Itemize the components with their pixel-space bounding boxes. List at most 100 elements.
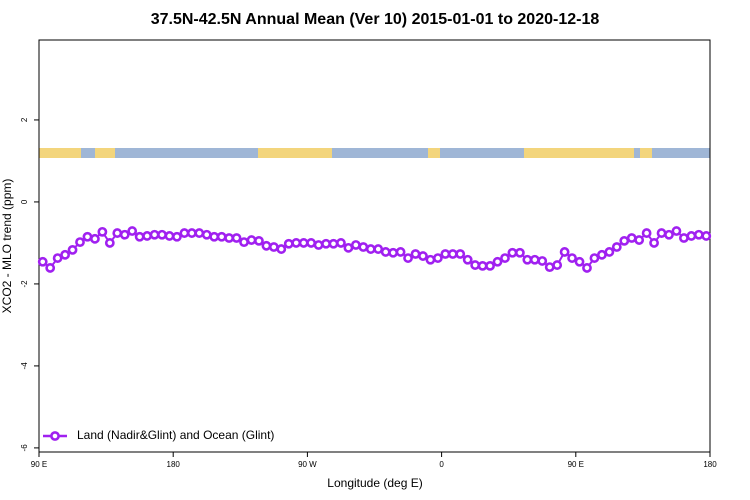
- data-point: [134, 231, 145, 242]
- y-axis-label: XCO2 - MLO trend (ppm): [0, 179, 14, 314]
- legend-label: Land (Nadir&Glint) and Ocean (Glint): [77, 428, 274, 442]
- data-point: [201, 229, 212, 240]
- data-point: [336, 238, 346, 248]
- data-point: [216, 231, 227, 242]
- data-point: [418, 251, 428, 261]
- data-point: [626, 233, 637, 243]
- data-point: [477, 260, 488, 271]
- data-point: [276, 244, 287, 254]
- data-point: [507, 247, 518, 258]
- data-point: [492, 256, 503, 267]
- data-point: [179, 228, 190, 238]
- data-point: [656, 228, 667, 238]
- data-point: [283, 238, 294, 249]
- data-point: [365, 244, 376, 254]
- data-point: [582, 263, 592, 273]
- data-point: [641, 228, 652, 238]
- data-point: [410, 249, 421, 259]
- x-tick-label: 0: [439, 460, 444, 469]
- data-point: [313, 240, 324, 250]
- data-point: [194, 228, 205, 238]
- data-point: [157, 229, 167, 240]
- data-point: [67, 244, 78, 255]
- data-point: [552, 260, 563, 270]
- y-tick-label: -6: [20, 444, 29, 452]
- legend-marker: [50, 431, 60, 441]
- land-ocean-strip: [39, 148, 710, 158]
- data-point: [529, 254, 540, 265]
- data-point: [149, 229, 160, 240]
- x-tick-label: 180: [703, 460, 717, 469]
- data-point: [246, 235, 257, 245]
- data-point: [440, 249, 451, 259]
- data-point: [693, 229, 704, 240]
- data-point: [611, 242, 622, 252]
- data-point: [172, 231, 182, 242]
- data-point: [239, 237, 249, 248]
- y-tick-label: 2: [20, 117, 29, 122]
- x-tick-label: 90 E: [31, 460, 47, 469]
- data-point: [604, 247, 615, 257]
- data-point: [321, 238, 331, 249]
- data-point: [268, 242, 279, 252]
- data-point: [403, 253, 413, 263]
- data-point: [544, 262, 555, 273]
- data-point: [306, 238, 317, 248]
- data-point: [45, 263, 56, 273]
- data-point: [447, 249, 458, 259]
- data-point: [119, 229, 130, 240]
- data-point: [350, 240, 361, 250]
- x-axis-label: Longitude (deg E): [327, 476, 422, 490]
- data-point: [679, 233, 689, 243]
- data-point: [395, 247, 406, 257]
- data-point: [671, 226, 682, 236]
- data-point: [358, 242, 369, 252]
- data-point: [559, 247, 570, 257]
- data-point: [567, 253, 577, 263]
- data-point: [261, 240, 272, 251]
- data-point: [209, 231, 220, 242]
- data-point: [388, 247, 399, 258]
- data-point: [224, 233, 235, 243]
- data-point: [514, 247, 525, 258]
- data-point: [432, 253, 443, 263]
- data-point: [522, 254, 533, 265]
- data-point: [291, 238, 302, 248]
- data-point: [485, 260, 495, 271]
- data-point: [701, 231, 712, 241]
- data-point: [455, 249, 466, 259]
- data-point: [254, 235, 264, 246]
- x-tick-label: 90 W: [298, 460, 317, 469]
- data-point: [343, 242, 354, 253]
- x-tick-label: 180: [167, 460, 181, 469]
- data-point: [500, 253, 510, 263]
- data-point: [298, 238, 309, 248]
- data-point: [634, 235, 645, 245]
- data-point: [470, 260, 481, 270]
- data-point: [164, 231, 175, 241]
- data-point: [231, 233, 242, 243]
- data-point: [537, 256, 548, 266]
- data-point: [127, 226, 138, 236]
- data-point: [596, 249, 607, 260]
- data-point: [664, 229, 674, 240]
- data-point: [104, 238, 115, 248]
- chart-title: 37.5N-42.5N Annual Mean (Ver 10) 2015-01…: [151, 11, 600, 28]
- data-point: [90, 233, 100, 244]
- data-point: [619, 235, 630, 246]
- data-point: [649, 238, 659, 248]
- data-point: [686, 231, 697, 241]
- data-point: [112, 228, 123, 238]
- data-point: [37, 256, 48, 267]
- data-point: [60, 249, 70, 260]
- y-tick-label: 0: [20, 199, 29, 204]
- plot-frame: [38, 39, 711, 453]
- data-point: [97, 226, 108, 237]
- data-point: [589, 253, 600, 263]
- data-point: [425, 254, 436, 265]
- data-point: [380, 247, 391, 257]
- y-tick-label: -2: [20, 280, 29, 288]
- data-point: [462, 254, 473, 265]
- data-point: [186, 228, 197, 238]
